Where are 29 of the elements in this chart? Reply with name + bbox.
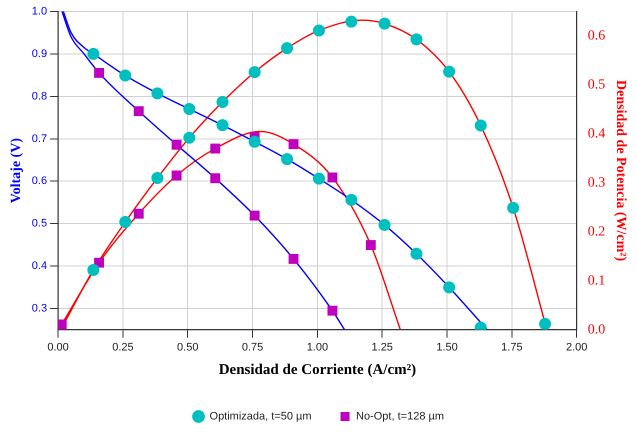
y2-axis-title: Densidad de Potencia (W/cm²) (612, 80, 628, 262)
x-axis-title: Densidad de Corriente (A/cm²) (218, 362, 416, 378)
legend-label: Optimizada, t=50 µm (210, 410, 312, 423)
x-tick-label: 0.00 (47, 341, 69, 354)
x-tick-label: 0.25 (112, 341, 134, 354)
y2-tick-label: 0.1 (588, 273, 606, 288)
x-tick-label: 1.75 (501, 341, 523, 354)
y2-tick-label: 0.3 (588, 176, 606, 191)
y2-tick-label: 0.2 (588, 224, 606, 240)
x-tick-label: 0.50 (177, 341, 198, 354)
y-tick-label: 1.0 (32, 5, 48, 18)
y-tick-label: 0.6 (32, 175, 48, 188)
y2-tick-label: 0.0 (588, 322, 606, 338)
y2-tick-label: 0.4 (588, 126, 606, 142)
y-axis-title: Voltaje (V) (9, 138, 24, 204)
y-tick-label: 0.8 (32, 90, 48, 102)
y-tick-label: 0.5 (32, 218, 48, 230)
y-tick-label: 0.9 (32, 48, 48, 60)
y-tick-label: 0.7 (32, 132, 48, 145)
x-tick-label: 1.25 (372, 341, 393, 354)
y-tick-label: 0.3 (32, 302, 48, 315)
x-tick-label: 0.75 (242, 341, 264, 354)
x-tick-label: 1.00 (306, 341, 328, 354)
x-tick-label: 1.50 (436, 341, 458, 354)
x-tick-label: 2.00 (566, 341, 588, 354)
y2-tick-label: 0.6 (588, 28, 606, 44)
y-tick-label: 0.4 (32, 260, 48, 272)
y2-tick-label: 0.5 (588, 78, 606, 93)
legend-label: No-Opt, t=128 µm (356, 410, 444, 423)
